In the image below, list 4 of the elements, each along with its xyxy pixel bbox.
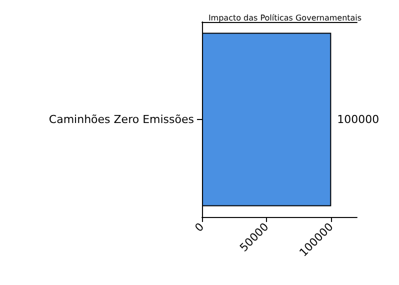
y-tick-label: Caminhões Zero Emissões: [48, 113, 194, 126]
data-label: 100000: [337, 113, 380, 126]
chart-title: Impacto das Políticas Governamentais: [208, 14, 362, 22]
x-tick-label: 0: [192, 220, 207, 235]
